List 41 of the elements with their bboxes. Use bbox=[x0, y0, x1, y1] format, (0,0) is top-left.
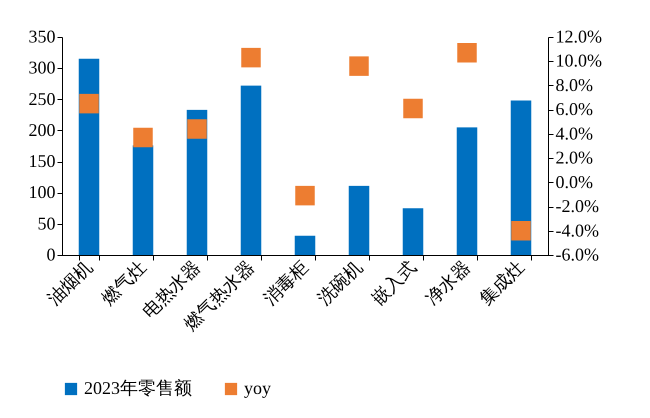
point bbox=[295, 186, 315, 206]
point bbox=[241, 48, 261, 68]
bar bbox=[402, 208, 424, 255]
bar bbox=[132, 145, 154, 255]
y-tick-label: 100 bbox=[28, 182, 56, 202]
bar bbox=[456, 127, 478, 255]
y-tick-label: 300 bbox=[28, 58, 56, 78]
y-tick-label: 200 bbox=[28, 120, 56, 140]
point bbox=[511, 221, 531, 241]
x-tick-label: 净水器 bbox=[422, 256, 474, 310]
y2-tick-label: -6.0% bbox=[556, 244, 599, 264]
point bbox=[349, 56, 369, 76]
y-tick-label: 250 bbox=[28, 88, 56, 109]
y-tick-label: 0 bbox=[46, 244, 56, 264]
y2-tick-label: 4.0% bbox=[556, 123, 593, 144]
y2-tick-label: -4.0% bbox=[556, 220, 599, 240]
point bbox=[457, 42, 477, 62]
legend-label: yoy bbox=[244, 378, 271, 398]
bar bbox=[240, 86, 262, 255]
y2-tick-label: 2.0% bbox=[556, 148, 593, 168]
bar bbox=[348, 186, 370, 255]
y2-tick-label: 12.0% bbox=[556, 26, 602, 46]
y-tick-label: 150 bbox=[28, 151, 56, 172]
y2-tick-label: -2.0% bbox=[556, 196, 599, 216]
y2-tick-label: 6.0% bbox=[556, 99, 593, 120]
y2-tick-label: 0.0% bbox=[556, 172, 593, 192]
x-tick-label: 洗碗机 bbox=[314, 256, 366, 310]
y2-tick-label: 10.0% bbox=[556, 50, 602, 71]
point bbox=[133, 128, 153, 148]
y2-tick-label: 8.0% bbox=[556, 74, 593, 95]
point bbox=[187, 119, 207, 139]
y-tick-label: 350 bbox=[28, 26, 56, 46]
bar bbox=[294, 236, 316, 255]
bar bbox=[78, 58, 100, 255]
point bbox=[79, 94, 99, 114]
y-tick-label: 50 bbox=[38, 213, 56, 234]
x-tick-label: 嵌入式 bbox=[368, 256, 420, 310]
legend-label: 2023年零售额 bbox=[84, 378, 192, 398]
x-tick-label: 集成灶 bbox=[476, 256, 528, 310]
point bbox=[403, 98, 423, 118]
x-tick-label: 消毒柜 bbox=[260, 256, 312, 310]
